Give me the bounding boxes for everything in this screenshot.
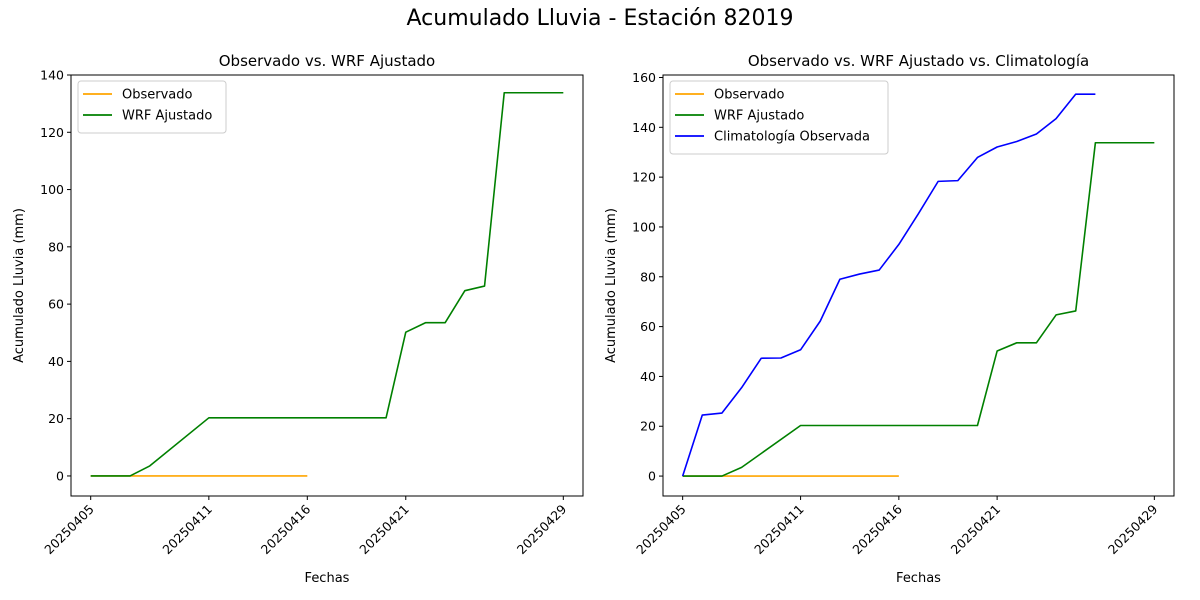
y-tick-label: 0 <box>648 469 656 484</box>
y-tick-label: 100 <box>40 182 64 197</box>
legend-label: Observado <box>714 88 785 103</box>
y-tick-label: 20 <box>640 419 656 434</box>
x-tick-label: 20250405 <box>633 502 689 558</box>
y-tick-label: 40 <box>640 369 656 384</box>
series-line-2 <box>682 141 1155 477</box>
x-tick-label: 20250421 <box>948 502 1004 558</box>
series-line-2 <box>90 91 564 477</box>
x-tick-label: 20250405 <box>41 502 97 558</box>
chart-title: Observado vs. WRF Ajustado <box>219 52 435 70</box>
legend-box <box>669 80 889 155</box>
series-line-3 <box>681 93 1096 477</box>
x-tick-label: 20250421 <box>356 502 412 558</box>
legend-box <box>77 80 227 134</box>
figure-suptitle: Acumulado Lluvia - Estación 82019 <box>406 6 794 31</box>
y-tick-label: 80 <box>640 269 656 284</box>
y-axis-label: Acumulado Lluvia (mm) <box>12 208 27 363</box>
plot-frame <box>70 74 584 497</box>
legend-label: WRF Ajustado <box>714 109 804 124</box>
y-tick-label: 100 <box>632 219 656 234</box>
y-tick-label: 140 <box>40 68 64 83</box>
plot-frame <box>662 74 1175 497</box>
x-tick-label: 20250411 <box>751 502 807 558</box>
y-tick-label: 160 <box>632 70 656 85</box>
y-tick-label: 140 <box>632 120 656 135</box>
y-tick-label: 40 <box>48 354 64 369</box>
chart-title: Observado vs. WRF Ajustado vs. Climatolo… <box>748 52 1089 70</box>
x-tick-label: 20250429 <box>514 501 570 557</box>
x-tick-label: 20250416 <box>849 501 905 557</box>
legend-label: Observado <box>122 88 193 103</box>
y-tick-label: 120 <box>40 125 64 140</box>
x-tick-label: 20250429 <box>1105 501 1161 557</box>
y-axis-label: Acumulado Lluvia (mm) <box>604 208 619 363</box>
y-tick-label: 20 <box>48 411 64 426</box>
x-tick-label: 20250416 <box>258 501 314 557</box>
legend-label: Climatología Observada <box>714 130 870 145</box>
x-axis-label: Fechas <box>305 571 350 586</box>
y-tick-label: 0 <box>56 468 64 483</box>
y-tick-label: 80 <box>48 239 64 254</box>
legend-label: WRF Ajustado <box>122 109 212 124</box>
x-axis-label: Fechas <box>896 571 941 586</box>
y-tick-label: 120 <box>632 170 656 185</box>
y-tick-label: 60 <box>48 297 64 312</box>
y-tick-label: 60 <box>640 319 656 334</box>
x-tick-label: 20250411 <box>159 502 215 558</box>
